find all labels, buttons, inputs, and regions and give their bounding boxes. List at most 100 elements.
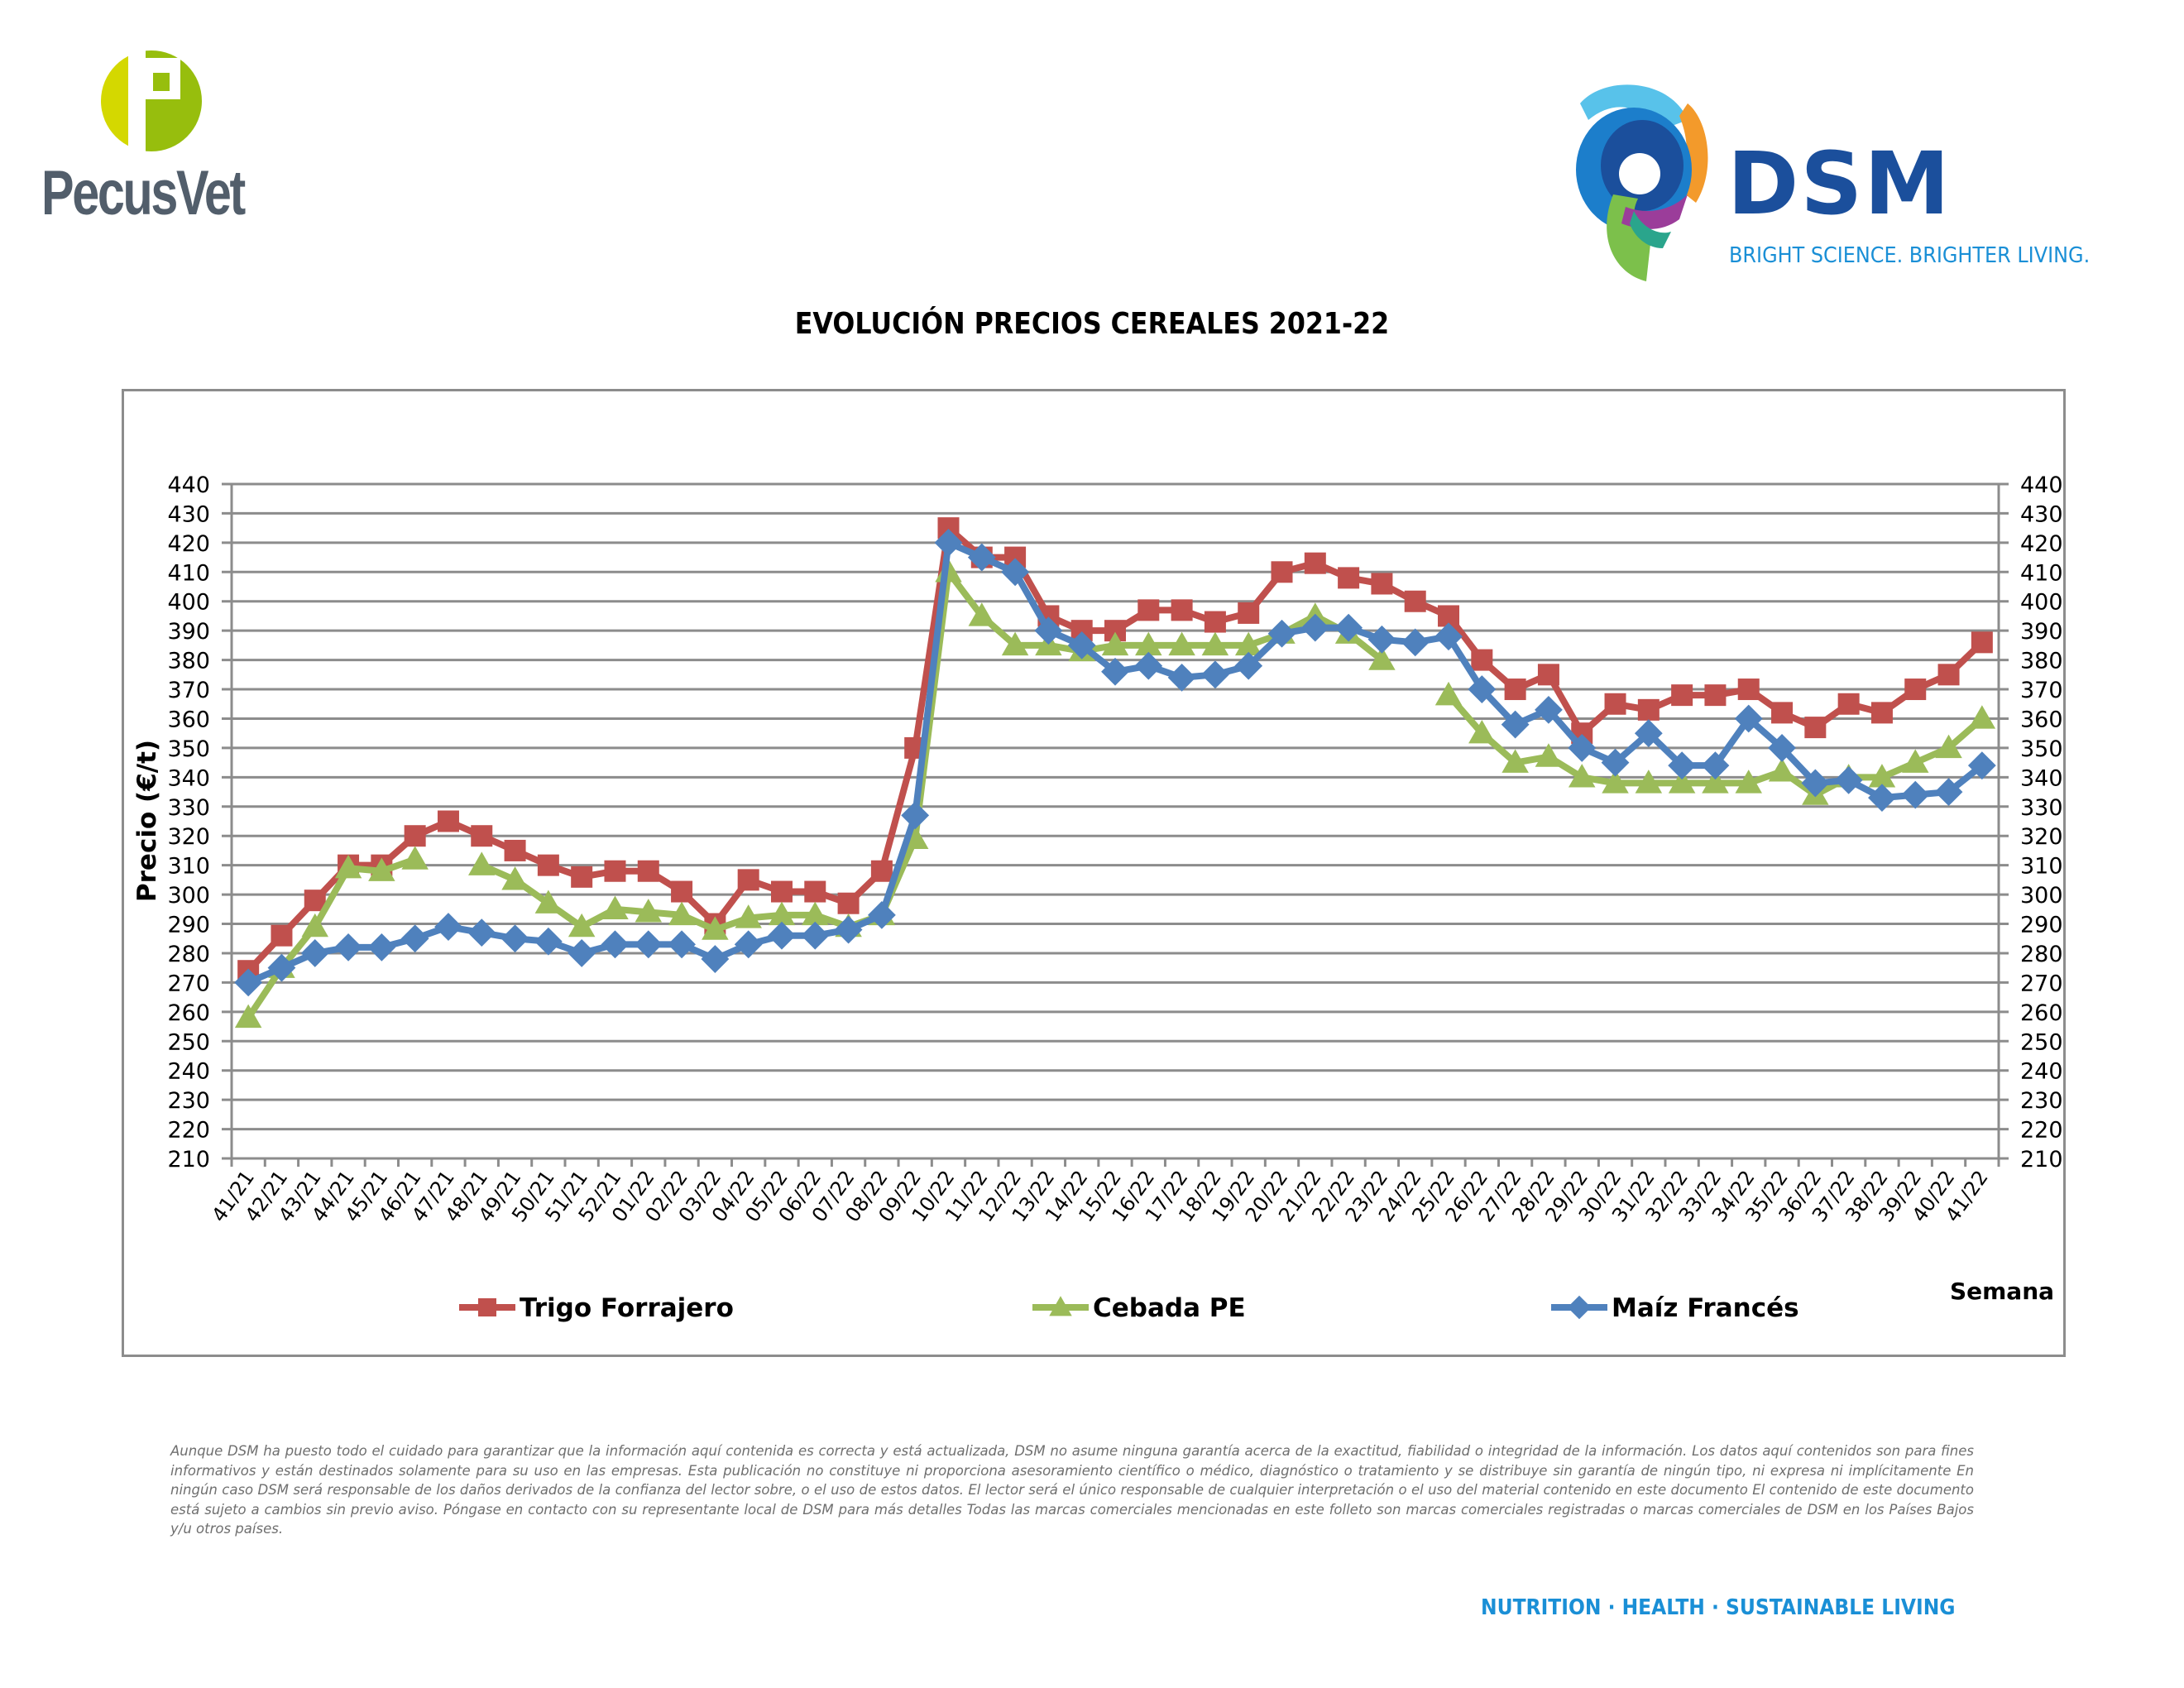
data-point-square [1304,552,1326,574]
data-point-diamond [1801,769,1830,798]
data-point-diamond [1334,613,1363,642]
data-point-diamond [1734,704,1763,733]
data-point-diamond [1535,695,1563,724]
y-tick-label-right: 350 [2020,736,2063,762]
y-tick-label-left: 240 [167,1059,210,1085]
pecusvet-p-icon [101,50,202,151]
y-tick-label-right: 340 [2020,765,2063,791]
y-tick-label-left: 350 [167,736,210,762]
y-tick-label-left: 330 [167,795,210,821]
x-axis-label: Semana [1950,1278,2054,1305]
data-point-square [571,866,593,888]
data-point-square [1371,573,1393,595]
y-tick-label-right: 300 [2020,883,2063,909]
data-point-square [271,924,293,947]
y-tick-label-left: 310 [167,854,210,880]
data-point-triangle [1468,719,1496,744]
y-tick-label-left: 250 [167,1029,210,1055]
data-point-triangle [1201,631,1229,656]
legend-item: Maíz Francés [1551,1293,1799,1323]
legend-item: Cebada PE [1032,1293,1246,1323]
data-point-square [1604,693,1626,715]
data-point-square [1637,698,1660,721]
data-point-triangle [334,854,362,879]
data-point-diamond [1967,751,1996,780]
legend-label: Cebada PE [1093,1293,1246,1323]
data-point-triangle [1602,770,1629,794]
data-point-square [804,880,826,903]
data-point-triangle [601,895,629,919]
data-point-diamond [1234,651,1263,680]
data-point-triangle [301,913,329,938]
axes [230,484,2000,1167]
data-point-diamond [1601,748,1630,777]
y-tick-label-right: 230 [2020,1088,2063,1114]
data-point-square [1671,684,1693,707]
data-point-square [1837,693,1860,715]
y-tick-label-right: 390 [2020,619,2063,645]
footer-tagline: NUTRITION · HEALTH · SUSTAINABLE LIVING [1481,1595,1956,1620]
data-point-square [1971,631,1993,654]
y-tick-label-left: 390 [167,619,210,645]
y-tick-label-right: 220 [2020,1118,2063,1144]
data-point-square [1771,702,1794,724]
data-point-triangle [1735,770,1762,794]
chart-title: EVOLUCIÓN PRECIOS CEREALES 2021-22 [794,307,1390,341]
data-point-square [1870,702,1893,724]
y-tick-label-right: 210 [2020,1147,2063,1172]
data-point-diamond [334,933,362,961]
y-tick-label-right: 430 [2020,501,2063,527]
data-point-square [770,880,793,903]
data-point-triangle [1635,770,1663,794]
data-point-square [1338,567,1360,589]
y-tick-label-right: 310 [2020,854,2063,880]
tick-labels: 210 210 220 220 230 230 240 240 250 250 260 260 270 2… [167,472,2062,1226]
gridlines [222,482,2009,1160]
data-point-diamond [1401,628,1430,657]
data-point-diamond [400,924,429,953]
data-point-diamond [1768,734,1796,762]
y-tick-label-left: 280 [167,942,210,967]
data-point-diamond [1934,778,1963,806]
y-tick-label-right: 250 [2020,1029,2063,1055]
data-point-square [604,860,626,882]
pecusvet-logo [25,33,290,248]
data-point-diamond [834,915,863,944]
dsm-wordmark: DSM [1727,133,1952,234]
series [234,517,1996,1029]
y-tick-label-right: 260 [2020,1000,2063,1026]
y-tick-label-right: 280 [2020,942,2063,967]
y-tick-label-left: 210 [167,1147,210,1172]
y-tick-label-right: 270 [2020,971,2063,996]
y-tick-label-right: 240 [2020,1059,2063,1085]
y-tick-label-right: 440 [2020,472,2063,498]
dsm-swirl-icon [1576,84,1708,281]
data-point-diamond [1300,613,1329,642]
y-axis-label: Precio (€/t) [132,740,162,902]
y-tick-label-right: 330 [2020,795,2063,821]
data-point-square [637,860,659,882]
y-tick-label-right: 370 [2020,678,2063,703]
data-point-square [837,892,860,914]
data-point-diamond [1267,619,1296,648]
data-point-diamond [768,921,796,950]
data-point-diamond [267,953,296,982]
legend: Trigo Forrajero Cebada PE Maíz Francés [459,1293,1799,1323]
pecusvet-wordmark: PecusVet [41,158,246,228]
data-point-square [1171,599,1193,621]
y-tick-label-left: 420 [167,531,210,557]
y-tick-label-left: 360 [167,707,210,732]
data-point-square [471,825,493,847]
data-point-triangle [668,901,696,926]
data-point-diamond [434,913,462,941]
data-point-diamond [534,927,563,956]
data-point-diamond [1701,751,1730,780]
y-tick-label-left: 380 [167,649,210,674]
data-point-square [537,854,559,876]
data-point-triangle [401,846,429,870]
y-tick-label-left: 440 [167,472,210,498]
data-point-square [1271,561,1293,583]
data-point-square [1471,649,1493,671]
data-point-diamond [500,924,529,953]
